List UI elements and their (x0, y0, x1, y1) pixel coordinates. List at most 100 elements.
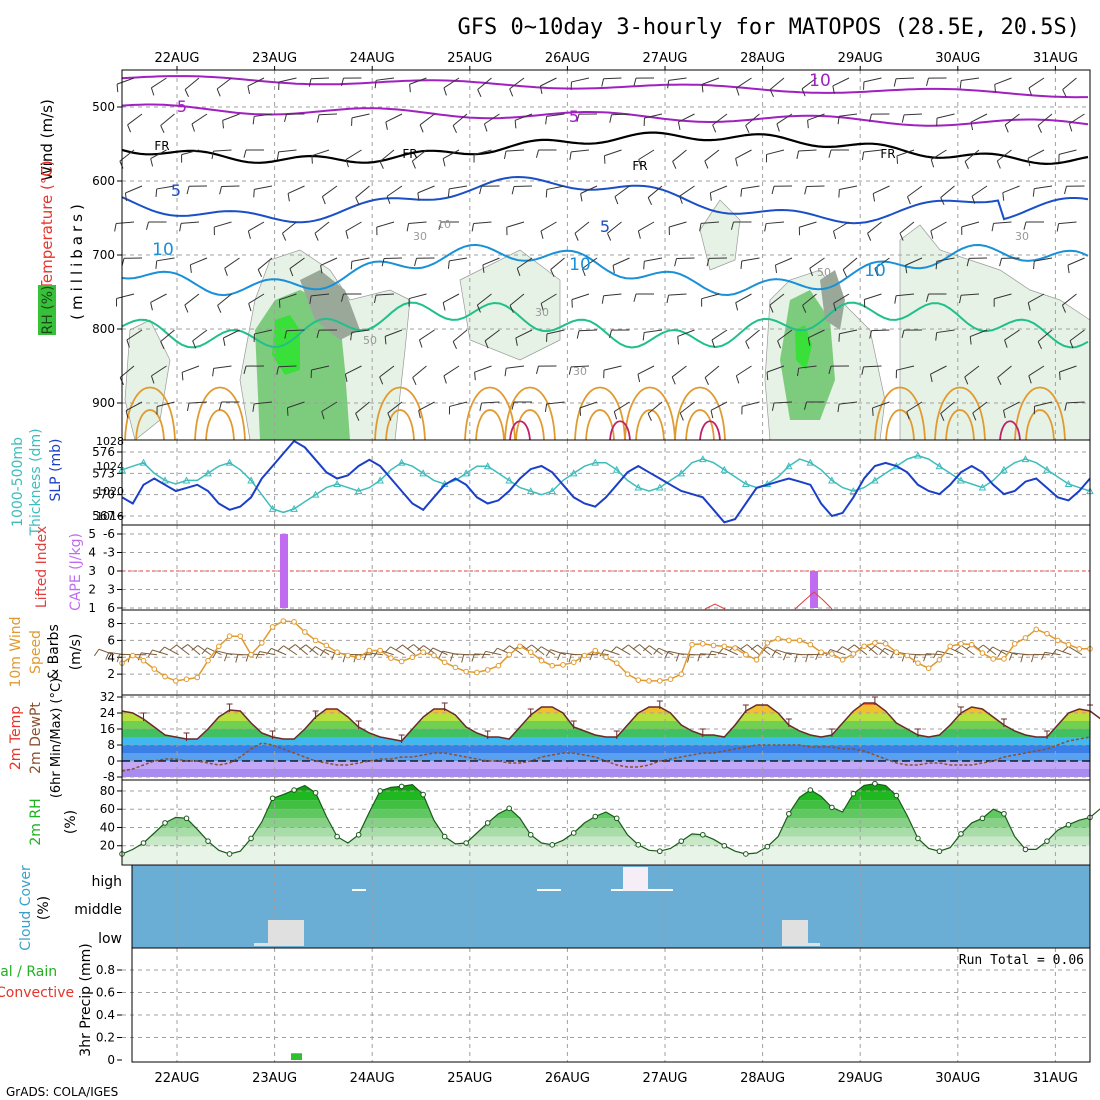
upper-wind-barb-flag (1032, 188, 1035, 197)
cape-axis-label: CAPE (J/kg) (68, 533, 84, 611)
rh-point (915, 835, 921, 842)
upper-wind-barb-flag (355, 197, 360, 206)
slp-tick-label: 1016 (96, 510, 124, 523)
upper-wind-barb-flag (930, 230, 934, 239)
upper-wind-barb-flag (545, 189, 548, 198)
upper-wind-barb-flag (1037, 125, 1042, 133)
upper-wind-barb (741, 401, 760, 407)
wind-speed-point (549, 662, 556, 669)
thickness-point (161, 476, 169, 484)
thickness-point (462, 469, 471, 477)
upper-wind-barb (637, 365, 655, 375)
upper-wind-barb (741, 185, 760, 190)
wind-speed-point (829, 651, 835, 657)
upper-wind-barb (907, 185, 923, 198)
lifted-index-bump (704, 603, 726, 610)
upper-wind-barb (1034, 401, 1053, 407)
upper-wind-barb (671, 365, 687, 378)
upper-wind-barb (257, 257, 273, 270)
upper-wind-barb (741, 257, 760, 262)
surface-wind-barb-flag (557, 652, 562, 661)
wind-speed-point (710, 642, 717, 649)
temp-contour-warm-loop (515, 409, 545, 441)
upper-wind-barb (776, 113, 793, 125)
upper-wind-barb (540, 293, 557, 304)
thickness-point (419, 469, 427, 477)
temperature-axis-label: Temperature (°C) (38, 160, 56, 290)
upper-wind-barb (669, 221, 687, 228)
surface-wind-barb (926, 653, 943, 656)
temp-tick-label: -8 (103, 770, 115, 784)
rh-point (226, 851, 233, 857)
upper-wind-barb-flag (217, 305, 222, 313)
upper-wind-barb (116, 77, 135, 85)
upper-wind-barb-flag (1003, 410, 1006, 419)
upper-wind-barb (321, 401, 338, 412)
surface-wind-barb (432, 647, 448, 656)
upper-wind-barb-flag (935, 261, 938, 270)
contour-label: 10 (569, 255, 591, 275)
upper-wind-barb-flag (874, 268, 879, 277)
upper-wind-barb (1003, 401, 1020, 411)
wind-speed-point (1022, 635, 1029, 641)
surface-wind-barb-flag (707, 650, 712, 659)
upper-wind-barb (116, 293, 135, 299)
chart-title: GFS 0~10day 3-hourly for MATOPOS (28.5E,… (457, 15, 1080, 40)
rh-point (721, 842, 728, 849)
wind-speed-point (592, 647, 599, 654)
surface-wind-barb-flag (503, 645, 510, 652)
wind-speed-point (925, 665, 932, 672)
temp-contour-warm-loop (874, 386, 926, 441)
lifted-index-tick-label: 6 (107, 601, 115, 615)
surface-wind-barb-flag (158, 646, 165, 654)
wind-speed-point (452, 664, 459, 671)
rh-point (334, 833, 340, 840)
upper-wind-barb-flag (476, 304, 481, 313)
upper-wind-barb (839, 185, 858, 191)
upper-wind-barb-flag (972, 412, 977, 421)
upper-wind-barb-flag (672, 161, 677, 169)
surface-wind-barb-flag (438, 650, 444, 659)
surface-wind-barb (658, 647, 674, 656)
upper-wind-barb (839, 401, 858, 405)
upper-wind-barb-flag (253, 189, 255, 198)
upper-wind-barb (871, 329, 890, 332)
top-date-label: 23AUG (252, 51, 297, 66)
upper-wind-barb-flag (679, 196, 683, 204)
cloud-axis-label-1: Cloud Cover (18, 865, 34, 951)
surface-wind-barb (854, 644, 868, 656)
upper-wind-barb (248, 293, 265, 304)
rh-point (1065, 821, 1072, 828)
surface-wind-barb (1002, 649, 1018, 656)
upper-wind-barb (477, 77, 492, 90)
surface-wind-barb (723, 647, 739, 656)
freezing-level-contour (121, 131, 1089, 166)
wind-axis-label-4: (m/s) (68, 634, 84, 671)
upper-wind-barb (125, 401, 143, 411)
upper-wind-barb (376, 77, 395, 81)
cloud-cover-panel: high middle low Cloud Cover (%) (18, 864, 1091, 951)
upper-wind-barb-flag (777, 340, 782, 349)
wind-speed-point (624, 671, 631, 677)
surface-wind-barb (271, 647, 287, 656)
upper-wind-barb-flag (540, 303, 544, 312)
cloud-level-high: high (91, 874, 122, 890)
temp-contour-warm-loop (135, 409, 165, 441)
upper-wind-barb-flag (447, 260, 450, 269)
upper-wind-barb-flag (452, 125, 457, 133)
surface-wind-barb-flag (288, 644, 296, 650)
upper-wind-barb-flag (828, 365, 832, 374)
upper-wind-barb-flag (212, 368, 215, 377)
upper-wind-barb-flag (482, 264, 485, 273)
upper-wind-barb (345, 365, 362, 375)
upper-wind-barb-flag (1023, 221, 1027, 230)
surface-wind-barb-flag (1008, 652, 1013, 661)
upper-wind-barb-flag (418, 339, 423, 348)
upper-wind-barb (408, 221, 427, 224)
wind-speed-point (753, 656, 760, 663)
upper-wind-barb (769, 293, 785, 306)
upper-wind-barb-flag (809, 268, 813, 277)
temp-axis-label-3: (6hr Min/Max) (°C) (49, 678, 64, 798)
top-date-label: 27AUG (642, 51, 687, 66)
